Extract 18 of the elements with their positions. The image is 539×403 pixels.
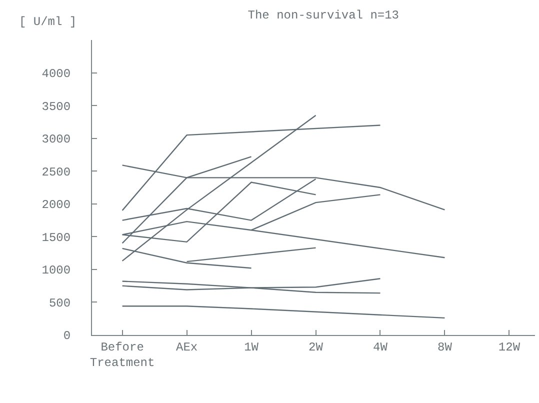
x-tick-label: Before Treatment [90, 340, 155, 370]
y-tick-label: 1000 [42, 264, 71, 278]
x-tick-label: AEx [176, 340, 198, 354]
chart-title: The non-survival n=13 [248, 8, 400, 22]
x-tick-label: 4W [373, 340, 388, 354]
x-tick-label: 12W [498, 340, 521, 354]
y-tick-label: 500 [48, 296, 71, 310]
y-tick-label: 3000 [42, 132, 71, 147]
x-tick-label: 8W [438, 340, 453, 354]
y-axis-title: [ U/ml ] [19, 15, 77, 29]
y-tick-label: 0 [63, 329, 71, 344]
x-tick-label: 1W [244, 340, 260, 354]
y-tick-label: 4000 [42, 66, 71, 81]
y-tick-label: 1500 [42, 230, 71, 245]
y-tick-label: 2500 [42, 165, 71, 180]
y-tick-label: 3500 [42, 100, 71, 114]
y-tick-label: 2000 [42, 198, 71, 212]
x-tick-label: 2W [308, 340, 324, 354]
